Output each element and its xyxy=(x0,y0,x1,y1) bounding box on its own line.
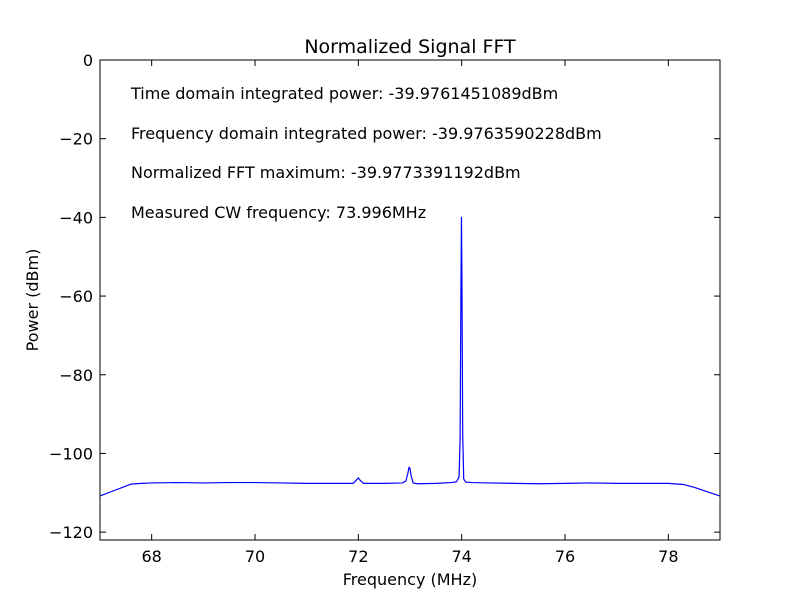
y-tick-label: −100 xyxy=(49,444,93,463)
x-tick-label: 74 xyxy=(451,547,471,566)
y-tick-label: −80 xyxy=(59,366,93,385)
x-tick-label: 78 xyxy=(658,547,678,566)
y-tick-label: −20 xyxy=(59,130,93,149)
annotation-time-domain-power: Time domain integrated power: -39.976145… xyxy=(130,84,558,103)
chart-title: Normalized Signal FFT xyxy=(304,36,516,58)
x-tick-label: 72 xyxy=(348,547,368,566)
x-tick-label: 70 xyxy=(245,547,265,566)
x-axis-label: Frequency (MHz) xyxy=(343,570,477,589)
x-tick-label: 68 xyxy=(141,547,161,566)
y-axis-label: Power (dBm) xyxy=(23,249,42,352)
y-tick-label: −40 xyxy=(59,208,93,227)
y-tick-label: −60 xyxy=(59,287,93,306)
annotation-cw-frequency: Measured CW frequency: 73.996MHz xyxy=(131,203,426,222)
plot-frame xyxy=(99,59,721,541)
fft-series-line-0 xyxy=(99,216,721,497)
plot-area xyxy=(99,216,721,497)
y-tick-label: 0 xyxy=(83,51,93,70)
x-tick-label: 76 xyxy=(555,547,575,566)
annotation-frequency-domain-power: Frequency domain integrated power: -39.9… xyxy=(131,124,602,143)
annotation-fft-maximum: Normalized FFT maximum: -39.9773391192dB… xyxy=(131,163,521,182)
y-tick-label: −120 xyxy=(49,523,93,542)
axis-ticks: 68 70 72 74 76 78 0 −20 −40 −60 −80 −100 −120 xyxy=(49,51,720,566)
